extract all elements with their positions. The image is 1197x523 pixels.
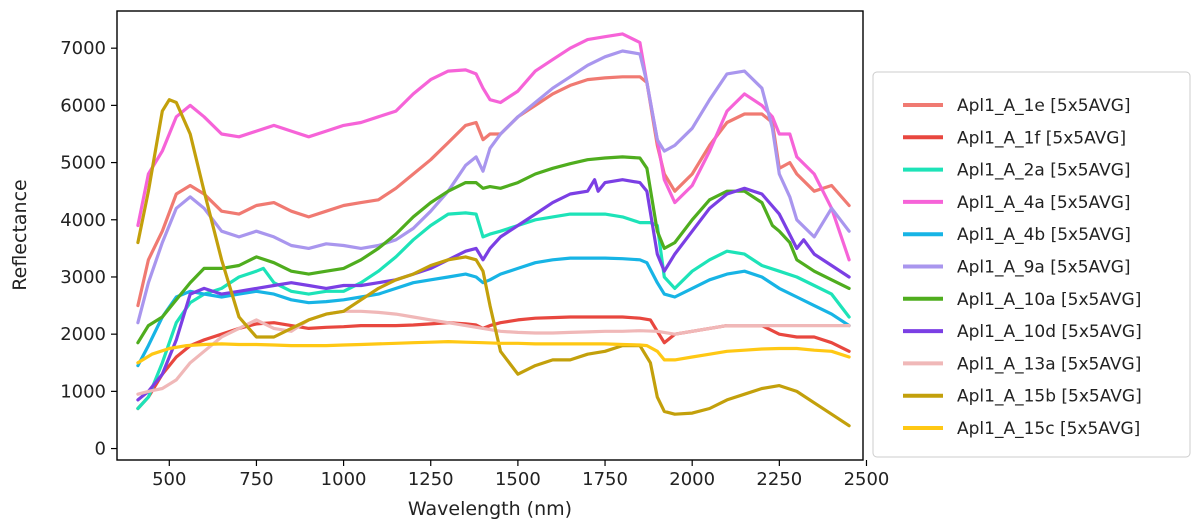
series-line-9 <box>136 98 851 428</box>
x-tick-label: 500 <box>152 469 186 490</box>
legend-label: Apl1_A_10a [5x5AVG] <box>957 290 1141 310</box>
series-line-3 <box>136 32 851 262</box>
series-line-7 <box>136 178 851 402</box>
x-tick-label: 2000 <box>669 469 715 490</box>
x-tick-label: 750 <box>239 469 273 490</box>
legend-label: Apl1_A_2a [5x5AVG] <box>957 161 1131 181</box>
series-line-8 <box>136 309 851 396</box>
y-tick-label: 0 <box>95 439 106 460</box>
series-layer <box>136 32 851 428</box>
plot-frame <box>116 10 864 461</box>
y-tick-label: 3000 <box>60 267 106 288</box>
y-tick-label: 4000 <box>60 210 106 231</box>
series-line-4 <box>136 256 851 368</box>
x-tick-label: 1500 <box>495 469 541 490</box>
series-line-10 <box>136 340 851 365</box>
x-tick-label: 2500 <box>844 469 890 490</box>
legend-label: Apl1_A_10d [5x5AVG] <box>957 322 1142 342</box>
y-tick-label: 7000 <box>60 38 106 59</box>
legend-label: Apl1_A_4a [5x5AVG] <box>957 193 1131 213</box>
legend: Apl1_A_1e [5x5AVG] Apl1_A_1f [5x5AVG] Apl1… <box>872 71 1191 458</box>
x-tick-label: 1000 <box>321 469 367 490</box>
x-tick-label: 1750 <box>582 469 628 490</box>
y-tick-label: 6000 <box>60 95 106 116</box>
y-tick-label: 1000 <box>60 381 106 402</box>
y-tick-label: 5000 <box>60 153 106 174</box>
legend-label: Apl1_A_1e [5x5AVG] <box>957 96 1131 116</box>
legend-label: Apl1_A_15b [5x5AVG] <box>957 387 1142 407</box>
series-line-5 <box>136 49 851 325</box>
legend-label: Apl1_A_1f [5x5AVG] <box>957 128 1126 148</box>
x-axis: 500 750 1000 1250 1500 1750 2000 2250 2500 <box>152 460 889 490</box>
legend-label: Apl1_A_9a [5x5AVG] <box>957 258 1131 278</box>
legend-label: Apl1_A_4b [5x5AVG] <box>957 225 1131 245</box>
x-tick-label: 2250 <box>756 469 802 490</box>
legend-frame <box>872 71 1191 458</box>
legend-label: Apl1_A_15c [5x5AVG] <box>957 419 1140 439</box>
series-line-6 <box>136 155 851 345</box>
series-line-2 <box>136 211 851 411</box>
legend-label: Apl1_A_13a [5x5AVG] <box>957 354 1141 374</box>
x-axis-title: Wavelength (nm) <box>408 498 572 520</box>
y-tick-label: 2000 <box>60 324 106 345</box>
x-tick-label: 1250 <box>408 469 454 490</box>
y-axis: 0 1000 2000 3000 4000 5000 6000 7000 <box>60 38 117 460</box>
y-axis-title: Reflectance <box>9 179 31 290</box>
